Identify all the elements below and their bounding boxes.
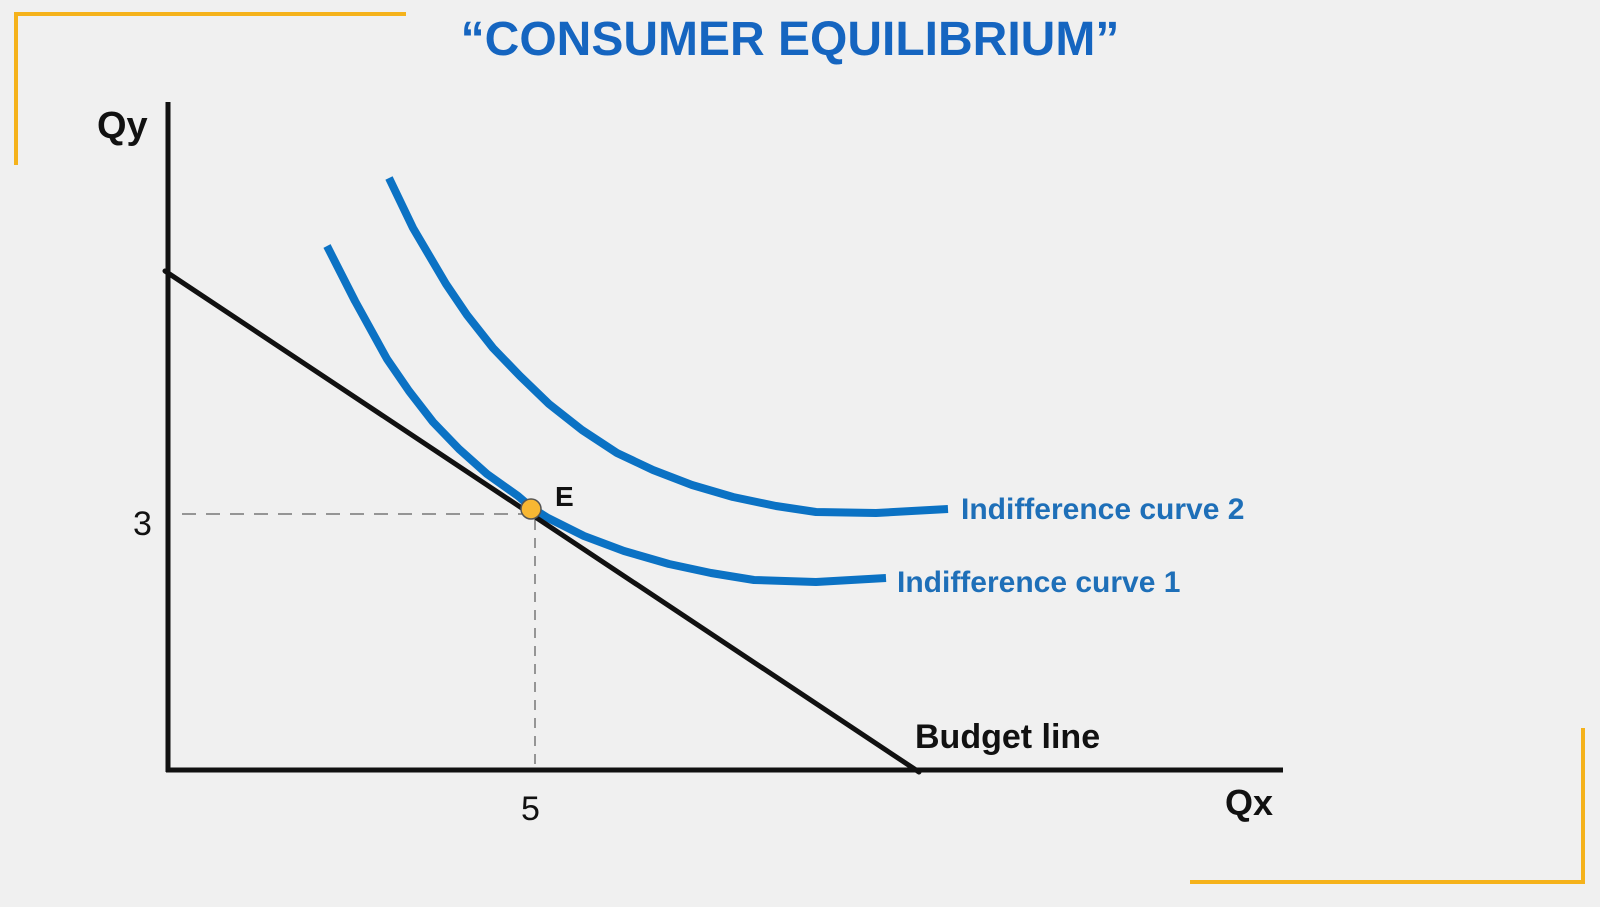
x-axis-label: Qx	[1225, 782, 1273, 823]
page-title: “CONSUMER EQUILIBRIUM”	[461, 13, 1120, 66]
x-tick-label: 5	[521, 790, 540, 828]
frame-corner-bottom-right	[1190, 728, 1585, 884]
indifference-curve-2-label: Indifference curve 2	[961, 493, 1244, 526]
budget-line	[162, 268, 922, 775]
indifference-curve-2	[385, 176, 949, 517]
budget-line-label: Budget line	[915, 718, 1100, 756]
equilibrium-point-label: E	[555, 481, 574, 512]
indifference-curve-1-label: Indifference curve 1	[897, 566, 1180, 599]
y-axis-label: Qy	[97, 105, 148, 147]
indifference-curve-1	[323, 244, 887, 586]
frame-corner-top-left	[14, 12, 406, 165]
y-tick-label: 3	[133, 505, 152, 543]
equilibrium-point	[520, 498, 542, 520]
